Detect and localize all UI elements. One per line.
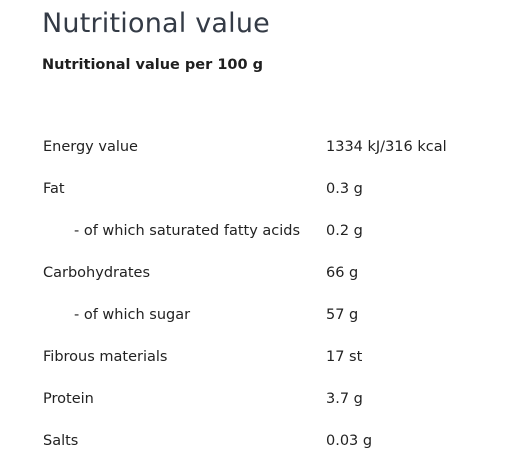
title: Nutritional value — [42, 8, 270, 39]
row-value: 57 g — [326, 307, 359, 323]
row-label: Carbohydrates — [43, 265, 151, 281]
row-value: 0.2 g — [326, 223, 363, 239]
row-label: Salts — [43, 433, 79, 449]
row-value: 17 st — [326, 349, 363, 365]
row-label: - of which saturated fatty acids — [74, 223, 301, 239]
row-label: Protein — [43, 391, 94, 407]
row-label: Fibrous materials — [43, 349, 168, 365]
table-row: Carbohydrates 66 g — [0, 261, 509, 285]
row-label: - of which sugar — [74, 307, 191, 323]
row-value: 1334 kJ/316 kcal — [326, 139, 447, 155]
row-value: 0.3 g — [326, 181, 363, 197]
table-row: - of which saturated fatty acids 0.2 g — [0, 219, 509, 243]
row-label: Fat — [43, 181, 65, 197]
row-value: 66 g — [326, 265, 359, 281]
table-row: Fibrous materials 17 st — [0, 345, 509, 369]
subtitle: Nutritional value per 100 g — [42, 57, 264, 73]
table-row: Salts 0.03 g — [0, 429, 509, 453]
table-row: Fat 0.3 g — [0, 177, 509, 201]
row-label: Energy value — [43, 139, 138, 155]
row-value: 3.7 g — [326, 391, 363, 407]
table-row: Energy value 1334 kJ/316 kcal — [0, 135, 509, 159]
table-row: - of which sugar 57 g — [0, 303, 509, 327]
row-value: 0.03 g — [326, 433, 373, 449]
table-row: Protein 3.7 g — [0, 387, 509, 411]
